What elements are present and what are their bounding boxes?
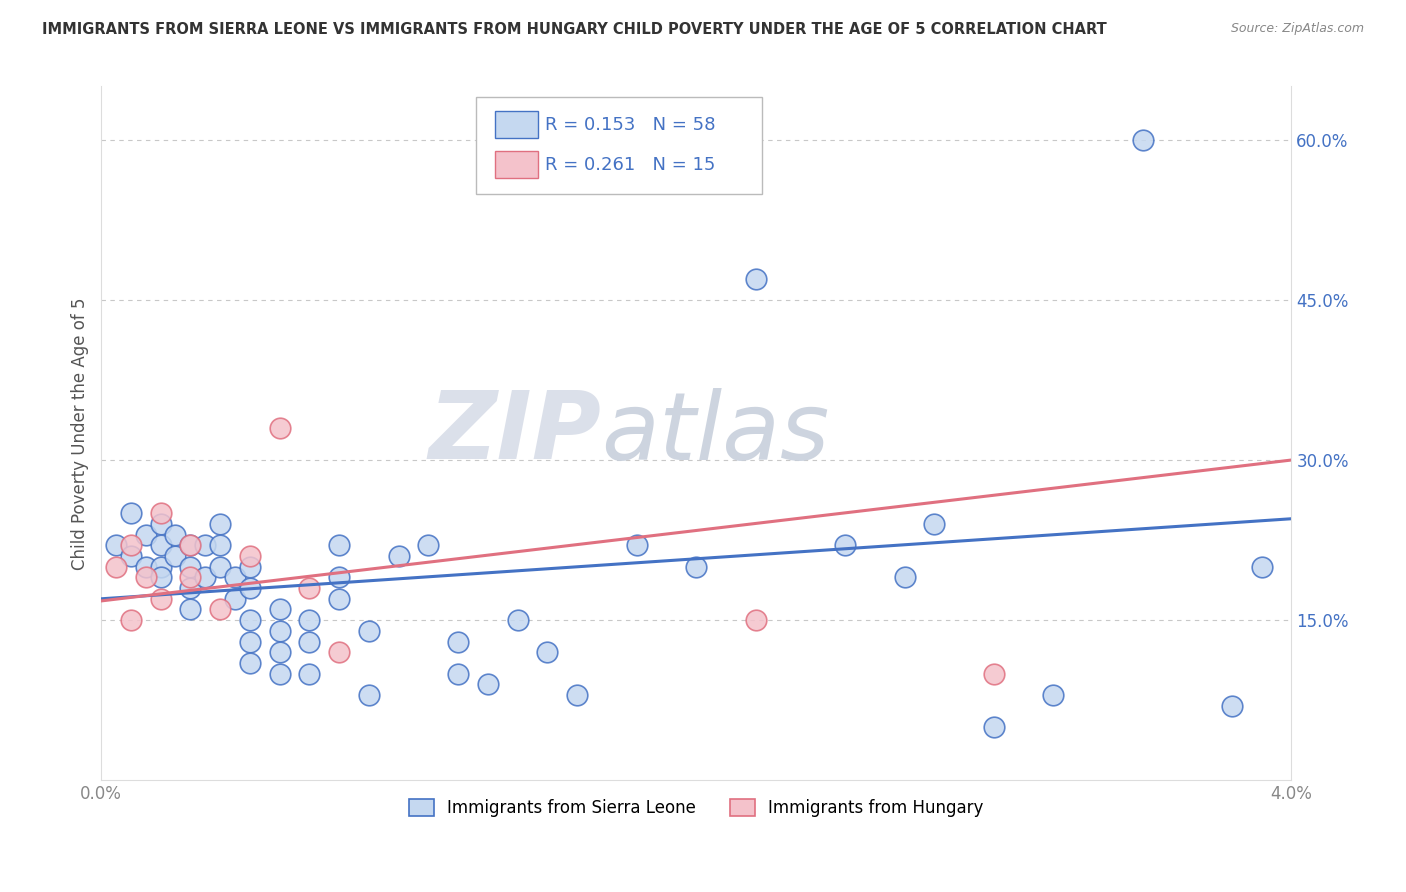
Point — [924, 517, 946, 532]
Point — [239, 549, 262, 563]
Legend: Immigrants from Sierra Leone, Immigrants from Hungary: Immigrants from Sierra Leone, Immigrants… — [402, 792, 990, 824]
Point — [506, 613, 529, 627]
Point — [209, 559, 232, 574]
Point — [224, 570, 246, 584]
Point — [1250, 559, 1272, 574]
Point — [983, 720, 1005, 734]
Point — [745, 271, 768, 285]
Point — [135, 570, 157, 584]
Point — [269, 421, 291, 435]
Point — [209, 538, 232, 552]
Point — [298, 581, 321, 595]
Point — [194, 570, 217, 584]
Text: IMMIGRANTS FROM SIERRA LEONE VS IMMIGRANTS FROM HUNGARY CHILD POVERTY UNDER THE : IMMIGRANTS FROM SIERRA LEONE VS IMMIGRAN… — [42, 22, 1107, 37]
Point — [239, 613, 262, 627]
Text: atlas: atlas — [600, 388, 830, 479]
Point — [179, 538, 201, 552]
Point — [388, 549, 411, 563]
Point — [536, 645, 558, 659]
Point — [179, 559, 201, 574]
Point — [135, 527, 157, 541]
Point — [1220, 698, 1243, 713]
Point — [135, 559, 157, 574]
FancyBboxPatch shape — [495, 151, 538, 178]
Y-axis label: Child Poverty Under the Age of 5: Child Poverty Under the Age of 5 — [72, 297, 89, 570]
Point — [626, 538, 648, 552]
Point — [328, 538, 350, 552]
FancyBboxPatch shape — [495, 112, 538, 138]
Point — [165, 549, 187, 563]
Point — [149, 538, 172, 552]
Text: R = 0.261   N = 15: R = 0.261 N = 15 — [546, 156, 716, 174]
Point — [328, 645, 350, 659]
Point — [149, 591, 172, 606]
Point — [298, 613, 321, 627]
Point — [120, 613, 142, 627]
Point — [983, 666, 1005, 681]
Point — [447, 666, 470, 681]
Point — [298, 666, 321, 681]
Point — [209, 602, 232, 616]
Point — [685, 559, 707, 574]
Point — [1132, 133, 1154, 147]
Point — [104, 559, 127, 574]
Point — [149, 559, 172, 574]
Point — [179, 538, 201, 552]
Point — [745, 613, 768, 627]
Point — [418, 538, 440, 552]
Point — [269, 666, 291, 681]
Point — [149, 570, 172, 584]
Text: R = 0.153   N = 58: R = 0.153 N = 58 — [546, 116, 716, 134]
Point — [1042, 688, 1064, 702]
Point — [120, 538, 142, 552]
Point — [239, 581, 262, 595]
FancyBboxPatch shape — [477, 96, 762, 194]
Point — [357, 624, 380, 638]
Point — [834, 538, 856, 552]
Text: ZIP: ZIP — [429, 387, 600, 479]
Point — [357, 688, 380, 702]
Point — [209, 517, 232, 532]
Point — [328, 591, 350, 606]
Point — [298, 634, 321, 648]
Point — [104, 538, 127, 552]
Point — [194, 538, 217, 552]
Point — [269, 602, 291, 616]
Point — [179, 570, 201, 584]
Point — [893, 570, 915, 584]
Point — [120, 507, 142, 521]
Point — [239, 634, 262, 648]
Point — [269, 624, 291, 638]
Point — [239, 656, 262, 670]
Point — [328, 570, 350, 584]
Point — [120, 549, 142, 563]
Text: Source: ZipAtlas.com: Source: ZipAtlas.com — [1230, 22, 1364, 36]
Point — [149, 507, 172, 521]
Point — [567, 688, 589, 702]
Point — [224, 591, 246, 606]
Point — [477, 677, 499, 691]
Point — [239, 559, 262, 574]
Point — [269, 645, 291, 659]
Point — [447, 634, 470, 648]
Point — [179, 581, 201, 595]
Point — [149, 517, 172, 532]
Point — [179, 602, 201, 616]
Point — [165, 527, 187, 541]
